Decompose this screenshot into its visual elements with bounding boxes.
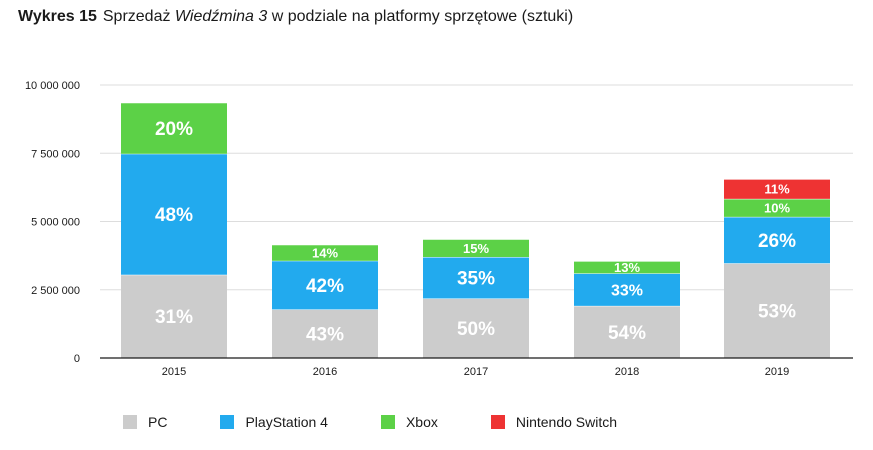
y-tick-label: 7 500 000: [31, 148, 80, 160]
bar-segment-xbox: [724, 198, 830, 217]
bar-segment-pc: [423, 298, 529, 358]
data-label: 13%: [614, 260, 640, 275]
bar-segment-playstation-4: [272, 260, 378, 310]
bar-segment-pc: [272, 309, 378, 358]
data-label: 42%: [306, 276, 344, 297]
chart-title-before: Sprzedaż: [102, 8, 175, 25]
legend-label: PC: [148, 414, 168, 430]
legend-label: Xbox: [405, 414, 438, 430]
bar-segment-xbox: [121, 102, 227, 154]
data-label: 31%: [155, 307, 193, 328]
chart-legend: PC PlayStation 4 Xbox Nintendo Switch: [123, 414, 617, 430]
bar-segment-pc: [574, 305, 680, 358]
data-label: 43%: [306, 325, 344, 346]
x-tick-label: 2018: [615, 366, 639, 378]
x-tick-label: 2016: [313, 366, 337, 378]
y-tick-label: 0: [74, 353, 80, 365]
bar-segment-playstation-4: [423, 256, 529, 299]
chart-title-after: w podziale na platformy sprzętowe (sztuk…: [267, 8, 574, 25]
y-tick-label: 2 500 000: [31, 285, 80, 297]
chart-title-italic: Wiedźmina 3: [174, 8, 268, 25]
legend-swatch: [380, 415, 395, 429]
bar-segment-pc: [121, 274, 227, 358]
bar-segment-xbox: [423, 239, 529, 257]
x-tick-label: 2015: [162, 366, 186, 378]
legend-label: Nintendo Switch: [515, 414, 618, 430]
legend-item-xbox: Xbox: [380, 414, 438, 430]
legend-item-nintendo-switch: Nintendo Switch: [490, 414, 618, 430]
chart-title: Wykres 15 Sprzedaż Wiedźmina 3 w podziale…: [18, 8, 573, 26]
data-label: 20%: [155, 119, 193, 140]
data-label: 11%: [764, 182, 790, 197]
data-label: 26%: [758, 231, 796, 252]
bar-segment-playstation-4: [574, 273, 680, 306]
legend-swatch: [490, 415, 505, 429]
bar-segment-playstation-4: [724, 216, 830, 264]
legend-item-pc: PC: [123, 414, 167, 430]
data-label: 48%: [155, 205, 193, 226]
legend-item-playstation-4: PlayStation 4: [220, 414, 328, 430]
legend-swatch: [123, 415, 137, 429]
bar-segment-xbox: [272, 244, 378, 261]
legend-label: PlayStation 4: [245, 414, 328, 430]
data-label: 15%: [463, 241, 489, 256]
bar-segment-playstation-4: [121, 153, 227, 275]
y-tick-label: 5 000 000: [31, 217, 80, 229]
data-label: 10%: [764, 201, 790, 216]
data-label: 50%: [457, 319, 495, 340]
data-label: 53%: [758, 301, 796, 322]
bar-segment-pc: [724, 263, 830, 358]
data-label: 14%: [312, 245, 338, 260]
data-label: 33%: [611, 282, 643, 299]
legend-swatch: [220, 415, 235, 429]
chart-title-text: Sprzedaż Wiedźmina 3 w podziale na platf…: [103, 8, 573, 25]
bar-segment-xbox: [574, 261, 680, 274]
data-label: 35%: [457, 269, 495, 290]
x-tick-label: 2017: [464, 366, 488, 378]
y-tick-label: 10 000 000: [25, 80, 80, 92]
data-label: 54%: [608, 323, 646, 344]
bar-segment-nintendo-switch: [724, 179, 830, 199]
chart-title-lead: Wykres 15: [18, 8, 97, 25]
x-tick-label: 2019: [765, 366, 789, 378]
